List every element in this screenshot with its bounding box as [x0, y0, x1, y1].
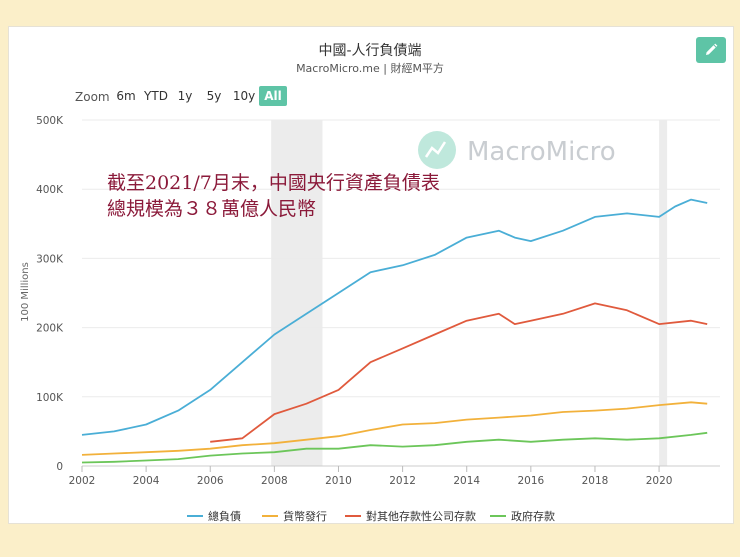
x-tick-label: 2004 — [133, 475, 160, 487]
y-tick-label: 400K — [36, 184, 64, 196]
legend-label: 對其他存款性公司存款 — [366, 510, 476, 523]
legend-item-total[interactable]: 總負債 — [187, 508, 241, 524]
zoom-label: Zoom — [75, 90, 110, 104]
legend-item-gov-deposits[interactable]: 政府存款 — [490, 508, 555, 524]
x-tick-label: 2010 — [325, 475, 352, 487]
x-tick-label: 2006 — [197, 475, 224, 487]
watermark-logo-line — [424, 141, 447, 158]
y-axis-label: 100 Millions — [20, 262, 31, 322]
y-tick-label: 100K — [36, 392, 64, 404]
legend: 總負債 貨幣發行 對其他存款性公司存款 政府存款 — [0, 508, 740, 524]
y-tick-label: 300K — [36, 253, 64, 265]
annotation-line-2: 總規模為３８萬億人民幣 — [107, 198, 317, 220]
y-tick-label: 200K — [36, 323, 64, 335]
x-tick-label: 2002 — [69, 475, 96, 487]
legend-swatch — [187, 515, 203, 517]
series-line-1 — [81, 198, 708, 436]
zoom-10y-button[interactable]: 10y — [232, 89, 256, 103]
legend-label: 貨幣發行 — [283, 510, 327, 523]
legend-swatch — [345, 515, 361, 517]
legend-swatch — [490, 515, 506, 517]
legend-label: 總負債 — [208, 510, 241, 523]
zoom-1y-button[interactable]: 1y — [177, 89, 193, 103]
x-tick-label: 2016 — [517, 475, 544, 487]
watermark-text: MacroMicro — [467, 137, 616, 167]
legend-item-other-deposits[interactable]: 對其他存款性公司存款 — [345, 508, 476, 524]
chart-logo-icon — [418, 131, 456, 169]
watermark: MacroMicro — [418, 131, 616, 169]
chart-title: 中國-人行負債端 — [318, 43, 422, 59]
x-tick-label: 2018 — [582, 475, 609, 487]
edit-button[interactable] — [696, 37, 726, 63]
legend-item-currency[interactable]: 貨幣發行 — [262, 508, 327, 524]
series-line-3 — [210, 302, 708, 443]
y-tick-label: 500K — [36, 115, 64, 127]
x-tick-label: 2012 — [389, 475, 416, 487]
zoom-ytd-button[interactable]: YTD — [144, 89, 168, 103]
annotation: 截至2021/7月末，中國央行資產負債表 總規模為３８萬億人民幣 — [107, 170, 440, 222]
y-tick-label: 0 — [56, 461, 63, 473]
series-line-2 — [81, 401, 708, 456]
annotation-line-1: 截至2021/7月末，中國央行資產負債表 — [107, 172, 440, 194]
legend-label: 政府存款 — [511, 510, 555, 523]
x-tick-label: 2014 — [453, 475, 480, 487]
zoom-6m-button[interactable]: 6m — [116, 89, 136, 103]
chart-subtitle: MacroMicro.me | 財經M平方 — [296, 62, 444, 75]
chart-card — [8, 26, 734, 524]
shaded-period — [271, 120, 323, 466]
zoom-all-button[interactable]: All — [259, 86, 287, 106]
shaded-period — [659, 120, 668, 466]
legend-swatch — [262, 515, 278, 517]
series-line-4 — [81, 431, 708, 464]
x-tick-label: 2008 — [261, 475, 288, 487]
zoom-5y-button[interactable]: 5y — [206, 89, 222, 103]
pencil-icon — [706, 43, 718, 55]
x-tick-label: 2020 — [646, 475, 673, 487]
